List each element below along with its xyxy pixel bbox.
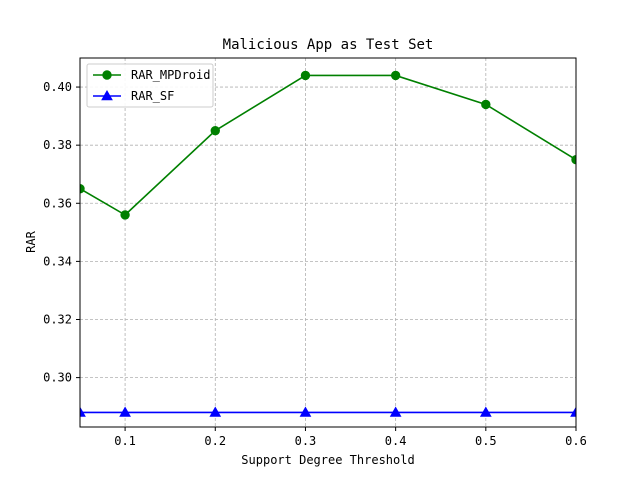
grid-layer [80, 58, 577, 427]
x-axis-label: Support Degree Threshold [241, 453, 414, 467]
ticks-layer: 0.1 0.2 0.3 0.4 0.5 0.6 0.30 0.32 0.34 0.36 0.38 0.… [43, 80, 587, 448]
data-point-rar-sf [299, 406, 312, 417]
legend: RAR_MPDroid RAR_SF [86, 63, 214, 108]
legend-label-rar-sf: RAR_SF [131, 89, 174, 103]
y-tick-label: 0.36 [43, 196, 72, 210]
data-point-rar-sf [209, 406, 222, 417]
y-tick-label: 0.38 [43, 138, 72, 152]
x-tick-label: 0.5 [475, 434, 497, 448]
data-point-rar-mpdroid [300, 70, 311, 81]
chart-title: Malicious App as Test Set [223, 37, 434, 53]
legend-label-rar-mpdroid: RAR_MPDroid [131, 68, 210, 82]
data-point-rar-sf [570, 406, 576, 417]
data-point-rar-mpdroid [120, 210, 130, 220]
x-tick-label: 0.1 [114, 434, 136, 448]
data-point-rar-sf [119, 406, 131, 417]
x-tick-label: 0.2 [204, 434, 226, 448]
series-group [80, 70, 576, 417]
x-tick-label: 0.3 [295, 434, 317, 448]
x-tick-label: 0.4 [385, 434, 407, 448]
y-tick-label: 0.40 [43, 80, 72, 94]
y-tick-label: 0.32 [43, 312, 72, 326]
data-point-rar-mpdroid [210, 125, 220, 136]
x-tick-label: 0.6 [565, 434, 587, 448]
data-point-rar-sf [389, 406, 402, 417]
data-point-rar-mpdroid [390, 70, 401, 81]
data-point-rar-sf [479, 406, 492, 417]
plot-frame [79, 57, 577, 428]
y-tick-label: 0.30 [43, 371, 72, 385]
y-axis-label: RAR [24, 230, 38, 252]
y-tick-label: 0.34 [43, 254, 72, 268]
series-layer [80, 70, 576, 417]
legend-marker-rar-mpdroid [102, 70, 112, 80]
legend-marker-rar-sf [101, 89, 113, 101]
data-point-rar-mpdroid [481, 99, 491, 110]
data-point-rar-sf [80, 406, 86, 417]
